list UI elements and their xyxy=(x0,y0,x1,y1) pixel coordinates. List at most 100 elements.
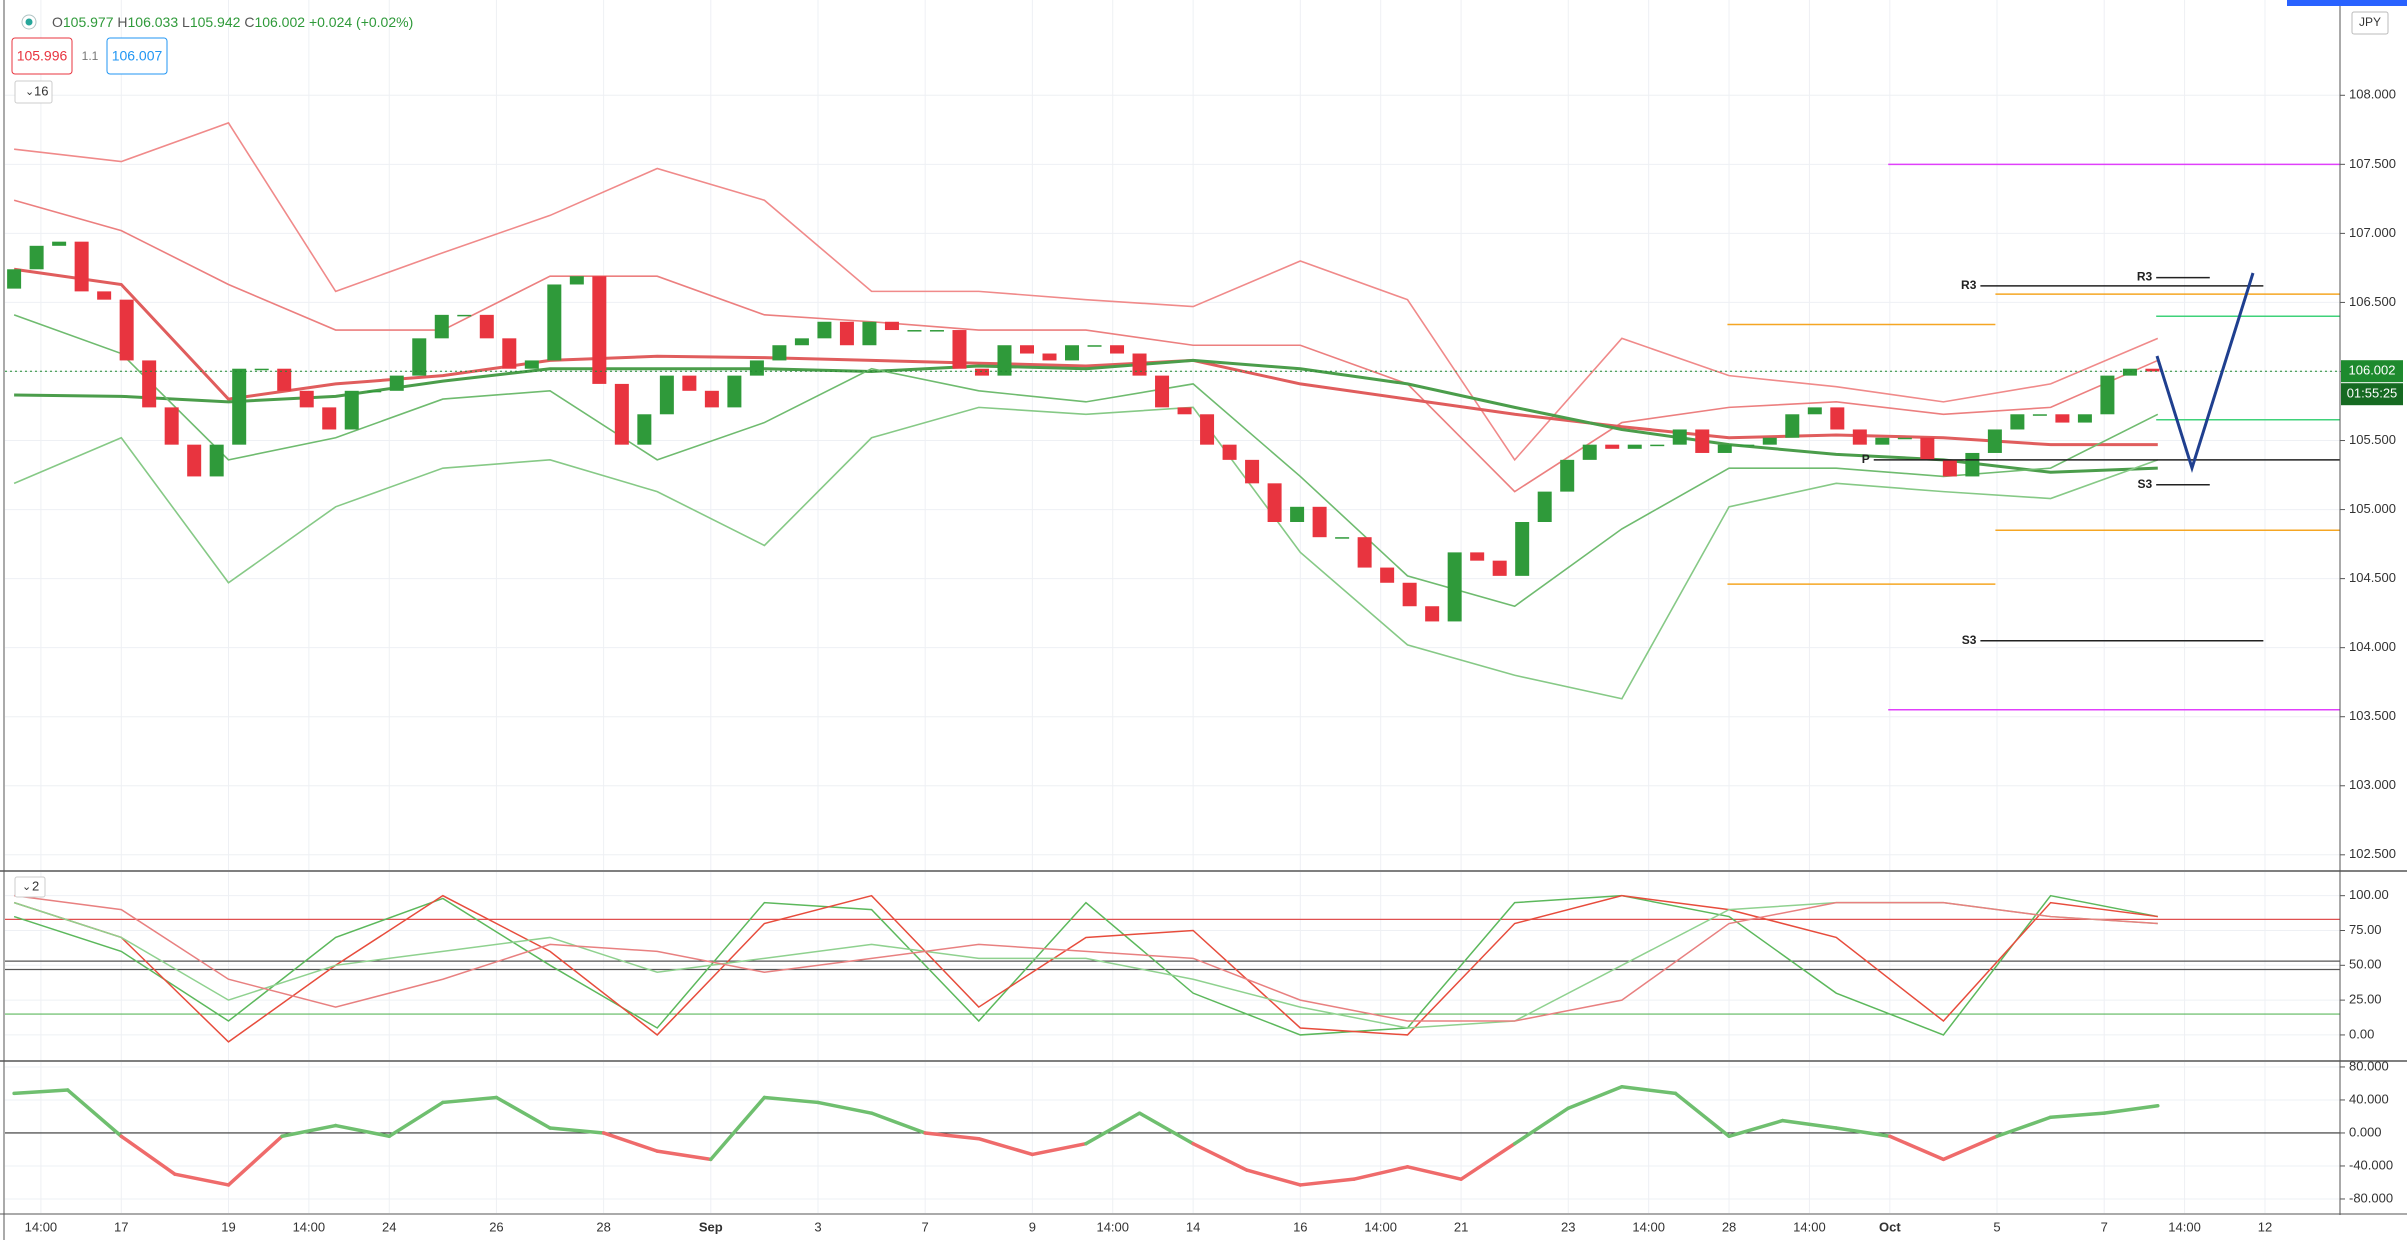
candle-body xyxy=(1537,491,1552,522)
candle-body xyxy=(569,276,584,285)
band-line xyxy=(13,314,2159,608)
oscillator-line xyxy=(13,894,2158,1043)
currency-badge[interactable] xyxy=(2351,11,2389,35)
x-tick-label: 17 xyxy=(114,1219,128,1234)
candle-body xyxy=(772,345,787,361)
momentum-segment xyxy=(441,1095,499,1105)
momentum-segment xyxy=(1941,1134,1999,1162)
level-label: R3 xyxy=(1961,278,1977,292)
candle-body xyxy=(817,321,832,339)
momentum-segment xyxy=(655,1149,713,1162)
x-tick-label: 14:00 xyxy=(1632,1219,1665,1234)
candle-body xyxy=(1290,506,1305,522)
candle-body xyxy=(479,314,494,339)
candle-body xyxy=(682,375,697,391)
candle-body xyxy=(1987,429,2002,453)
currency: JPY xyxy=(2359,15,2381,29)
candle-body xyxy=(1402,582,1417,607)
band-line xyxy=(14,121,2159,462)
candle-body xyxy=(884,321,899,331)
x-tick-label: 14:00 xyxy=(2168,1219,2201,1234)
level-label: S3 xyxy=(2137,477,2152,491)
candle-body xyxy=(1627,444,1642,449)
momentum-segment xyxy=(1030,1141,1088,1157)
momentum-segment xyxy=(1888,1134,1946,1162)
last-price: 106.002 xyxy=(2349,363,2396,378)
spread: 1.1 xyxy=(82,49,99,63)
momentum-segment xyxy=(119,1134,177,1176)
momentum-segment xyxy=(226,1134,284,1187)
ohlc-key: C xyxy=(244,14,254,30)
candle-body xyxy=(1245,459,1260,484)
candle-body xyxy=(974,368,989,376)
x-tick-label: 24 xyxy=(382,1219,396,1234)
momentum-segment xyxy=(1834,1126,1892,1139)
level-label: R3 xyxy=(2137,270,2153,284)
x-tick-label: 3 xyxy=(814,1219,821,1234)
x-tick-label: 14:00 xyxy=(1096,1219,1129,1234)
momentum-segment xyxy=(1995,1115,2053,1139)
x-tick-label: 5 xyxy=(1993,1219,2000,1234)
candle-body xyxy=(1807,407,1822,415)
candle-body xyxy=(457,314,472,317)
candle-body xyxy=(839,321,854,346)
last-price-tag xyxy=(2341,360,2403,383)
main-toggle-count: 16 xyxy=(34,83,48,98)
ohlc-value: 106.002 xyxy=(254,14,305,30)
candle-body xyxy=(2077,414,2092,423)
momentum-segment xyxy=(709,1095,767,1162)
x-tick-label: 9 xyxy=(1029,1219,1036,1234)
candle-body xyxy=(7,269,22,289)
y-tick-label: 75.00 xyxy=(2349,922,2382,937)
candle-body xyxy=(277,368,292,391)
candle-body xyxy=(187,444,202,477)
y-tick-label: 0.000 xyxy=(2349,1124,2382,1139)
candle-body xyxy=(794,338,809,346)
candle-body xyxy=(2010,414,2025,430)
candle-body xyxy=(1222,444,1237,460)
sell-button[interactable] xyxy=(11,37,73,75)
momentum-segment xyxy=(65,1088,124,1139)
x-tick-label: Oct xyxy=(1879,1219,1901,1234)
momentum-segment xyxy=(977,1136,1035,1157)
x-tick-label: 14:00 xyxy=(25,1219,58,1234)
band-line xyxy=(13,406,2159,700)
momentum-segment xyxy=(1780,1118,1838,1130)
y-tick-label: 103.000 xyxy=(2349,777,2396,792)
y-tick-label: 104.000 xyxy=(2349,639,2396,654)
y-tick-label: 80.000 xyxy=(2349,1058,2389,1073)
momentum-segment xyxy=(1727,1118,1785,1139)
countdown-tag xyxy=(2341,383,2403,406)
candle-body xyxy=(1515,522,1530,576)
x-tick-label: 21 xyxy=(1454,1219,1468,1234)
ohlc-legend: O105.977 H106.033 L105.942 C106.002 +0.0… xyxy=(52,14,413,30)
candle-body xyxy=(1492,560,1507,576)
momentum-segment xyxy=(869,1111,927,1135)
ohlc-value: 105.942 xyxy=(190,14,241,30)
candle-body xyxy=(2032,414,2047,416)
y-tick-label: 106.500 xyxy=(2349,294,2396,309)
change: +0.024 (+0.02%) xyxy=(309,14,413,30)
candle-body xyxy=(1785,414,1800,438)
y-tick-label: 40.000 xyxy=(2349,1091,2389,1106)
y-tick-label: 0.00 xyxy=(2349,1026,2374,1041)
candle-body xyxy=(2122,368,2137,376)
candle-body xyxy=(1582,444,1597,460)
momentum-segment xyxy=(1620,1085,1678,1096)
y-tick-label: 107.000 xyxy=(2349,225,2396,240)
oscillator-line xyxy=(13,894,2158,1036)
y-tick-label: 107.500 xyxy=(2349,156,2396,171)
pane-toggle[interactable] xyxy=(14,876,46,898)
candle-body xyxy=(97,291,112,300)
axis-layer: 14:00 17 19 14:00 24 26 28 Sep 3 7 9 14:00 14 16 14:00… xyxy=(25,87,2403,1234)
candle-body xyxy=(502,338,517,369)
top-button[interactable] xyxy=(2287,0,2407,6)
countdown: 01:55:25 xyxy=(2347,386,2398,401)
buy-button[interactable] xyxy=(106,37,168,75)
candle-body xyxy=(164,407,179,445)
pane-toggle[interactable] xyxy=(14,80,53,104)
momentum-segment xyxy=(816,1100,874,1115)
candle-body xyxy=(1312,506,1327,538)
band-line xyxy=(13,199,2159,493)
